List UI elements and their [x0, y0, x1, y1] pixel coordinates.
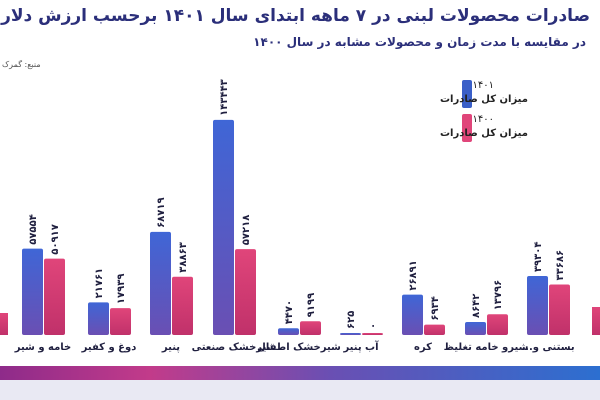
bar-1401-3 — [213, 119, 234, 335]
bar-1401-8 — [527, 276, 548, 335]
data-label-1401-6: ۲۶۸۹۱ — [408, 260, 419, 291]
bar-1400-5 — [362, 333, 383, 335]
bar-1400-2 — [172, 276, 193, 335]
data-label-1400-7: ۱۳۷۹۶ — [493, 280, 504, 311]
data-label-1400-1: ۱۷۹۳۹ — [116, 274, 127, 305]
legend-swatch-1401 — [462, 80, 472, 108]
data-label-1401-3: ۱۴۳۴۴۳ — [219, 79, 230, 116]
data-label-1400-0: ۵۰۹۱۷ — [50, 224, 61, 255]
data-label-1400-8: ۳۳۶۸۶ — [555, 250, 566, 281]
data-label-1401-8: ۳۹۳۰۴ — [533, 242, 544, 273]
chart-title: صادرات محصولات لبنی در ۷ ماهه ابتدای سال… — [1, 6, 590, 26]
bar-1400-1 — [110, 308, 131, 335]
data-label-1400-3: ۵۷۲۱۸ — [241, 215, 252, 246]
edge-bar-right — [592, 307, 600, 335]
bar-1400-6 — [424, 324, 445, 335]
legend-item-1400: ۱۴۰۰ میزان کل صادرات — [440, 114, 600, 144]
bar-1401-4 — [278, 328, 299, 335]
legend-swatch-1400 — [462, 114, 472, 142]
category-label-4: شیرخشک اطفال — [257, 342, 341, 353]
data-label-1400-4: ۹۱۹۹ — [306, 293, 317, 317]
legend-item-1401: ۱۴۰۱ میزان کل صادرات — [440, 80, 600, 110]
data-label-1401-1: ۲۱۷۶۱ — [94, 268, 105, 299]
data-label-1400-2: ۳۸۸۶۳ — [178, 242, 189, 273]
bar-1400-0 — [44, 258, 65, 335]
bar-1401-6 — [402, 294, 423, 335]
legend-year-1400: ۱۴۰۰ — [472, 114, 494, 125]
bar-1401-1 — [88, 302, 109, 335]
edge-bar-left — [0, 313, 8, 335]
footer-strip — [0, 380, 600, 400]
category-label-7: شیرو خامه تغلیظ — [444, 342, 529, 353]
legend-year-1401: ۱۴۰۱ — [472, 80, 494, 91]
legend-label-1401: میزان کل صادرات — [440, 94, 528, 105]
bar-1401-2 — [150, 231, 171, 335]
chart-subtitle: در مقایسه با مدت زمان و محصولات مشابه در… — [253, 35, 586, 49]
category-label-1: دوغ و کفیر — [81, 342, 137, 353]
data-label-1401-4: ۴۴۷۰ — [284, 300, 295, 324]
data-label-1401-2: ۶۸۷۱۹ — [156, 197, 167, 228]
category-label-3: شیرخشک صنعتی — [192, 342, 277, 353]
bar-1400-8 — [549, 284, 570, 335]
bar-1401-5 — [340, 333, 361, 335]
bar-1400-4 — [300, 321, 321, 335]
decorative-gradient-bar — [0, 366, 600, 380]
data-label-1401-0: ۵۷۵۵۴ — [28, 214, 39, 245]
category-label-5: آب پنیر — [342, 340, 379, 353]
bar-1401-0 — [22, 248, 43, 335]
data-label-1400-5: ۰ — [368, 323, 379, 329]
bar-1400-7 — [487, 314, 508, 335]
bar-1401-7 — [465, 322, 486, 335]
category-label-0: خامه و شیر — [14, 342, 72, 353]
category-label-2: پنیر — [161, 342, 180, 353]
source-note: منبع: گمرک — [2, 60, 41, 69]
data-label-1401-7: ۸۶۴۲ — [471, 294, 482, 318]
bar-1400-3 — [235, 249, 256, 335]
category-label-6: کره — [414, 342, 432, 353]
legend-label-1400: میزان کل صادرات — [440, 128, 528, 139]
data-label-1400-6: ۶۹۳۴ — [430, 296, 441, 320]
data-label-1401-5: ۶۲۵ — [346, 311, 357, 329]
category-label-8: بستنی و... — [521, 342, 574, 353]
